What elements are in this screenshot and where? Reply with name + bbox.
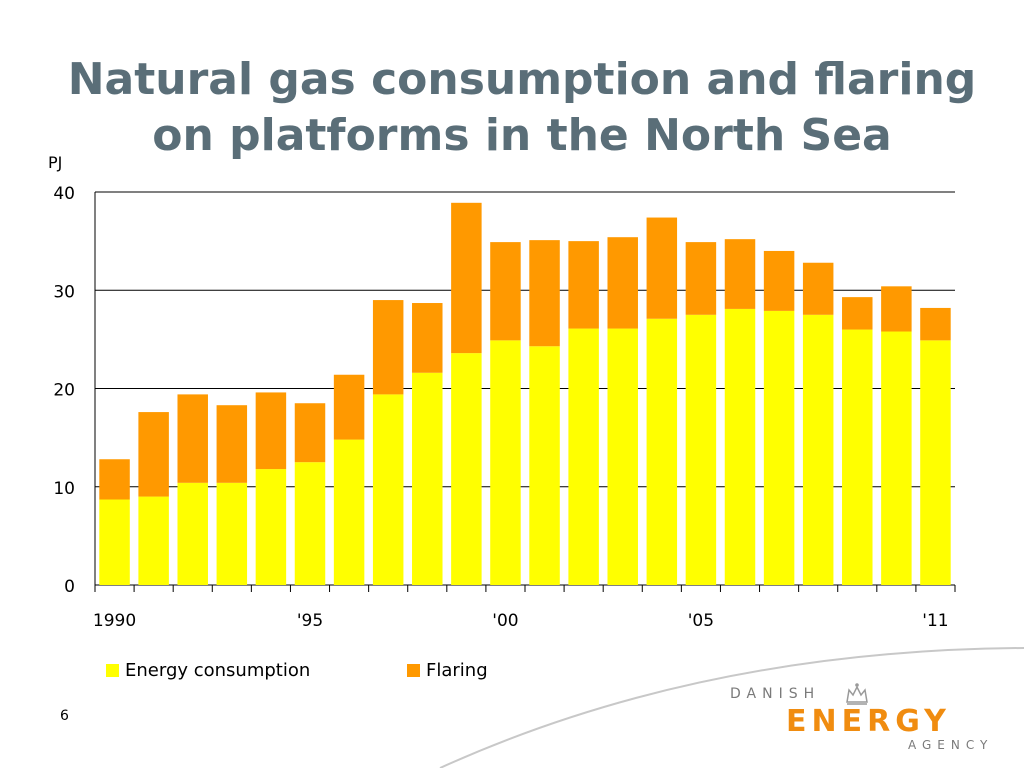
logo-text-agency: AGENCY: [908, 738, 994, 752]
bar-flaring-1999: [451, 202, 482, 354]
legend-label: Energy consumption: [125, 660, 310, 681]
bar-flaring-1990: [99, 459, 130, 500]
bar-flaring-2008: [802, 262, 834, 315]
bar-energy-consumption-2001: [529, 346, 560, 585]
y-tick-label: 30: [53, 282, 75, 302]
bar-energy-consumption-1995: [294, 462, 326, 585]
legend-swatch-flaring: [407, 664, 420, 677]
bar-energy-consumption-1990: [99, 499, 130, 585]
bar-flaring-2009: [842, 297, 873, 330]
bar-energy-consumption-2008: [802, 314, 834, 585]
bar-flaring-2004: [646, 217, 678, 319]
bar-flaring-2002: [568, 241, 599, 329]
title-line-1: Natural gas consumption and flaring: [67, 54, 977, 105]
bar-energy-consumption-1993: [216, 482, 248, 585]
bar-energy-consumption-2009: [842, 329, 873, 585]
bar-flaring-1991: [138, 412, 169, 497]
x-tick-label: '05: [688, 611, 714, 631]
x-tick-label: 1990: [93, 611, 136, 631]
logo-text-energy: ENERGY: [786, 704, 951, 739]
bar-energy-consumption-1991: [138, 496, 169, 585]
bar-energy-consumption-1992: [177, 482, 208, 585]
bar-energy-consumption-2005: [685, 314, 717, 585]
bar-flaring-2000: [490, 242, 521, 341]
bar-energy-consumption-2011: [920, 340, 951, 585]
bar-energy-consumption-2007: [763, 310, 795, 585]
bar-energy-consumption-1996: [333, 439, 365, 585]
bar-flaring-2005: [685, 242, 717, 315]
stacked-bar-chart: 0 10 20 30 40 PJ 1990 '95 '00 '05 '11 Energy consum…: [48, 153, 956, 681]
logo-text-danish: DANISH: [730, 686, 821, 702]
bar-flaring-1993: [216, 405, 248, 483]
y-tick-label: 10: [53, 479, 75, 499]
bar-flaring-2003: [607, 237, 638, 329]
bar-flaring-1998: [412, 303, 443, 373]
bar-flaring-2006: [724, 239, 756, 309]
x-tick-label: '00: [492, 611, 518, 631]
title-line-2: on platforms in the North Sea: [152, 110, 892, 161]
bar-energy-consumption-2010: [881, 331, 912, 585]
bar-energy-consumption-1998: [412, 372, 443, 585]
bar-flaring-1994: [255, 392, 287, 470]
bar-energy-consumption-1999: [451, 353, 482, 585]
y-tick-label: 20: [53, 381, 75, 401]
page-number: 6: [60, 708, 69, 724]
bar-flaring-1992: [177, 394, 208, 483]
bar-energy-consumption-1997: [372, 394, 404, 585]
x-tick-label: '95: [297, 611, 323, 631]
bar-flaring-2007: [763, 250, 795, 311]
bar-flaring-2001: [529, 240, 560, 347]
danish-energy-agency-logo: DANISH ENERGY AGENCY: [720, 680, 1010, 760]
bar-flaring-2011: [920, 307, 951, 341]
bar-energy-consumption-2006: [724, 308, 756, 585]
bar-energy-consumption-2004: [646, 318, 678, 585]
y-tick-label: 40: [53, 184, 75, 204]
y-tick-label: 0: [64, 577, 75, 597]
bar-energy-consumption-2000: [490, 340, 521, 585]
bar-flaring-1997: [372, 300, 404, 395]
bar-energy-consumption-2002: [568, 328, 599, 585]
y-axis-label: PJ: [48, 153, 62, 172]
bar-flaring-1996: [333, 374, 365, 440]
legend-label: Flaring: [426, 660, 488, 681]
x-tick-label: '11: [922, 611, 948, 631]
legend-swatch-energy-consumption: [106, 664, 119, 677]
page-title: Natural gas consumption and flaring on p…: [0, 52, 1024, 164]
crown-icon: [846, 683, 868, 705]
bar-flaring-1995: [294, 403, 326, 463]
bar-energy-consumption-1994: [255, 469, 287, 585]
bar-flaring-2010: [881, 286, 912, 332]
bar-energy-consumption-2003: [607, 328, 638, 585]
